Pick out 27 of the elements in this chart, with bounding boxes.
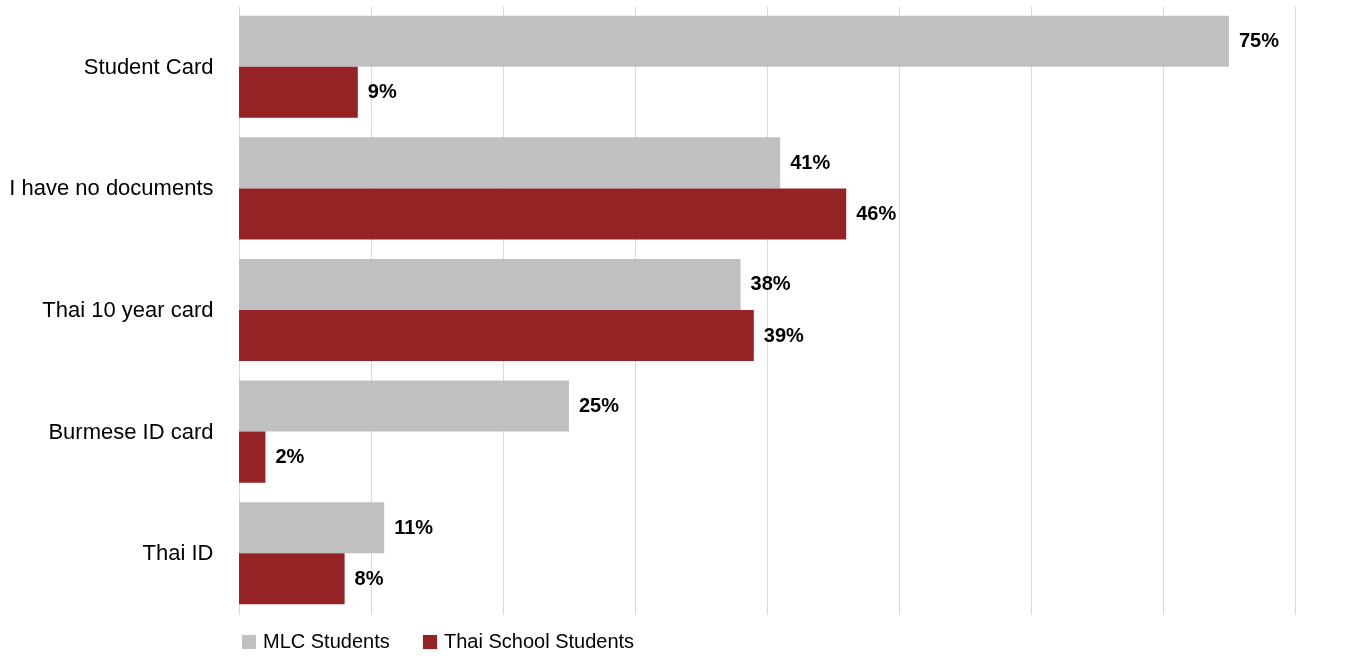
bar xyxy=(239,380,569,432)
bar xyxy=(239,188,847,240)
y-tick-label: Student Card xyxy=(83,53,214,79)
data-label: 39% xyxy=(763,323,805,346)
data-label: 46% xyxy=(856,201,897,224)
data-label: 2% xyxy=(275,445,305,468)
data-label: 11% xyxy=(394,515,434,538)
bar xyxy=(239,310,754,362)
bar xyxy=(239,431,266,483)
data-label: 75% xyxy=(1239,29,1280,52)
data-label: 41% xyxy=(790,150,831,173)
bar xyxy=(239,66,358,118)
data-label: 8% xyxy=(354,566,384,589)
bar xyxy=(239,137,781,189)
bar xyxy=(239,553,345,605)
bar xyxy=(239,502,385,554)
y-tick-label: I have no documents xyxy=(9,175,214,201)
bar xyxy=(239,15,1229,67)
y-tick-label: Thai ID xyxy=(142,540,214,566)
y-tick-label: Thai 10 year card xyxy=(42,297,214,322)
data-label: 9% xyxy=(367,80,397,103)
data-label: 38% xyxy=(750,272,791,295)
bar xyxy=(239,258,741,310)
y-tick-label: Burmese ID card xyxy=(48,418,214,444)
legend-label: MLC Students xyxy=(263,630,390,652)
legend-label: Thai School Students xyxy=(444,630,635,652)
data-label: 25% xyxy=(579,394,620,417)
